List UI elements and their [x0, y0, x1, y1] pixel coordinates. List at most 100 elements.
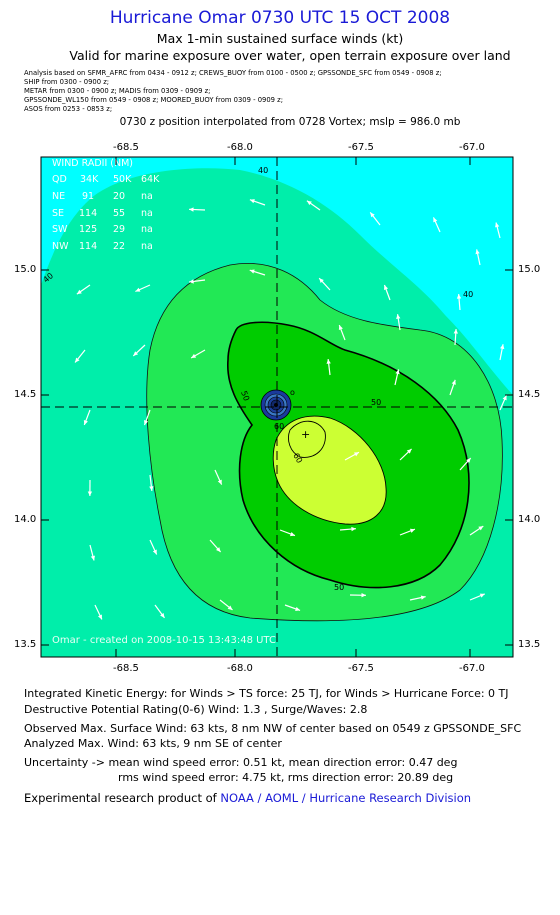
contour-label: 50 — [334, 583, 344, 592]
contour-label: 60 — [274, 422, 284, 431]
radii-34k: 114 — [79, 241, 97, 252]
wind-vector-head — [466, 458, 471, 463]
wind-vector-head — [406, 448, 412, 454]
lon-tick-bottom: -68.0 — [227, 663, 253, 674]
wind-vector-head — [295, 606, 301, 611]
radii-50k: 22 — [113, 241, 125, 252]
wind-band-above-60 — [272, 415, 387, 525]
lon-tick-top: -67.5 — [348, 142, 374, 153]
footer-credit: Experimental research product of NOAA / … — [24, 791, 471, 805]
obs-max-marker: o — [290, 388, 295, 397]
wind-radii-header: WIND RADII (NM) — [52, 158, 133, 169]
wind-vector-head — [216, 547, 221, 552]
contour-label: 50 — [371, 398, 381, 407]
wind-vector-head — [456, 294, 462, 299]
lon-tick-bottom: -68.5 — [113, 663, 139, 674]
footer-prefix: Experimental research product of — [24, 791, 221, 805]
radii-34k: 91 — [82, 191, 94, 202]
wind-vector-head — [144, 420, 149, 426]
map-frame — [40, 156, 514, 658]
wind-vector-head — [227, 605, 233, 610]
wind-vector-head — [76, 289, 82, 295]
dpr-text: Destructive Potential Rating(0-6) Wind: … — [24, 703, 368, 716]
wind-vector-head — [353, 452, 359, 457]
wind-vector-head — [420, 595, 426, 600]
lat-tick-right: 15.0 — [518, 264, 541, 275]
radii-50k: 20 — [113, 191, 125, 202]
wind-vector-head — [306, 200, 312, 206]
radii-64k: na — [141, 208, 153, 219]
wind-vector-head — [453, 329, 458, 334]
lat-tick-left: 15.0 — [14, 264, 37, 275]
radii-quadrant: QD — [52, 174, 67, 185]
radii-quadrant: SW — [52, 224, 68, 235]
lat-tick-right: 14.0 — [518, 514, 541, 525]
hrd-link[interactable]: NOAA / AOML / Hurricane Research Divisio… — [220, 791, 472, 805]
wind-vector-head — [217, 479, 222, 485]
wind-vector-head — [433, 217, 438, 223]
radii-quadrant: NW — [52, 241, 69, 252]
radii-34k: 114 — [79, 208, 97, 219]
wind-vector-head — [500, 344, 505, 350]
wind-vector-head — [135, 287, 141, 292]
wind-vector-head — [90, 555, 96, 561]
wind-vector-head — [189, 207, 194, 212]
wind-vector-head — [189, 279, 194, 284]
radii-quadrant: NE — [52, 191, 65, 202]
radii-64k: na — [141, 224, 153, 235]
rms-error-text: rms wind speed error: 4.75 kt, rms direc… — [118, 771, 454, 784]
wind-vector-head — [326, 359, 331, 364]
radii-34k: 34K — [80, 174, 99, 185]
source-line: SHIP from 0300 - 0900 z; — [24, 78, 110, 86]
wind-vector-head — [160, 612, 165, 618]
contour-label: 50 — [239, 390, 251, 403]
wind-vector-head — [191, 353, 197, 358]
lat-tick-right: 14.5 — [518, 389, 541, 400]
wind-vector-head — [451, 379, 456, 385]
lat-tick-right: 13.5 — [518, 639, 541, 650]
contour-label: 40 — [258, 166, 268, 175]
contour-label: 40 — [463, 290, 473, 299]
hurricane-eye — [260, 389, 292, 421]
radii-64k: 64K — [141, 174, 160, 185]
lon-tick-bottom: -67.5 — [348, 663, 374, 674]
lat-tick-left: 13.5 — [14, 639, 37, 650]
source-line: Analysis based on SFMR_AFRC from 0434 - … — [24, 69, 442, 77]
wind-vector-head — [319, 278, 324, 283]
radii-50k: 50K — [113, 174, 132, 185]
wind-vector-head — [149, 486, 154, 491]
map-credit: Omar - created on 2008-10-15 13:43:48 UT… — [52, 635, 276, 646]
lat-tick-left: 14.5 — [14, 389, 37, 400]
uncertainty-text: Uncertainty -> mean wind speed error: 0.… — [24, 756, 458, 769]
ana-max-marker: + — [301, 428, 310, 441]
product-title: Hurricane Omar 0730 UTC 15 OCT 2008 — [109, 8, 451, 28]
radii-64k: na — [141, 241, 153, 252]
radii-34k: 125 — [79, 224, 97, 235]
wind-vector-head — [409, 528, 415, 533]
wind-vector-head — [338, 325, 343, 331]
validity-note: Valid for marine exposure over water, op… — [69, 48, 511, 63]
source-line: ASOS from 0253 - 0853 z; — [24, 105, 113, 113]
contour-60-inner — [288, 420, 326, 458]
wind-vector-head — [152, 549, 157, 555]
wind-vector-head — [479, 593, 485, 598]
wind-vector-head — [97, 614, 102, 620]
axis-tick-marks — [41, 157, 513, 657]
wind-vector-head — [133, 351, 139, 356]
wind-vector-head — [87, 491, 93, 496]
radii-quadrant: SE — [52, 208, 64, 219]
wind-vector-head — [361, 593, 366, 598]
lat-tick-left: 14.0 — [14, 514, 37, 525]
product-subtitle: Max 1-min sustained surface winds (kt) — [156, 31, 404, 46]
wind-vector-head — [383, 284, 389, 290]
wind-vector-head — [249, 199, 255, 204]
wind-vector-head — [475, 249, 480, 255]
wind-vector-head — [495, 222, 500, 228]
wind-vector-head — [75, 357, 80, 363]
ike-text: Integrated Kinetic Energy: for Winds > T… — [24, 687, 509, 700]
wind-vector-head — [478, 526, 484, 531]
wind-vector-head — [395, 369, 400, 375]
source-line: METAR from 0300 - 0900 z; MADIS from 030… — [24, 87, 211, 95]
wind-vector-head — [249, 269, 255, 274]
